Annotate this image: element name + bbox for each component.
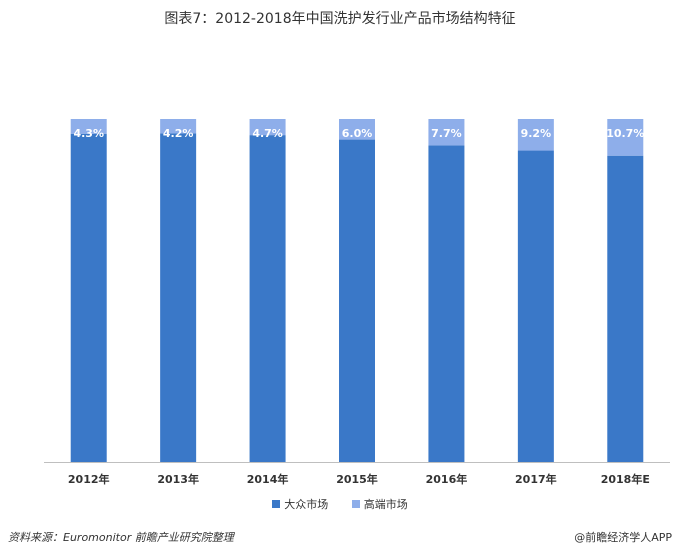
bar-premium-3 xyxy=(339,119,375,140)
legend-label-mass: 大众市场 xyxy=(284,498,329,511)
bar-premium-5 xyxy=(517,119,554,151)
data-label-premium-5: 9.2% xyxy=(521,127,552,140)
bar-mass-2 xyxy=(249,135,286,462)
bar-premium-4 xyxy=(428,119,465,146)
legend: 大众市场 高端市场 xyxy=(0,496,680,512)
x-tick-label-1: 2013年 xyxy=(157,472,199,486)
legend-item-premium: 高端市场 xyxy=(351,496,408,512)
chart-title: 图表7：2012-2018年中国洗护发行业产品市场结构特征 xyxy=(164,11,516,27)
x-tick-label-0: 2012年 xyxy=(68,472,110,486)
data-label-premium-1: 4.2% xyxy=(163,127,194,140)
data-label-premium-3: 6.0% xyxy=(342,127,373,140)
x-tick-label-5: 2017年 xyxy=(515,472,557,486)
legend-item-mass: 大众市场 xyxy=(272,496,328,512)
data-label-premium-2: 4.7% xyxy=(252,127,283,140)
data-label-premium-6: 10.7% xyxy=(606,127,644,140)
x-tick-label-6: 2018年E xyxy=(601,472,650,486)
bar-premium-1 xyxy=(160,119,197,134)
x-tick-label-3: 2015年 xyxy=(336,472,378,486)
x-tick-label-4: 2016年 xyxy=(426,472,468,486)
bar-mass-5 xyxy=(517,150,554,462)
bar-mass-4 xyxy=(428,145,465,462)
bar-mass-0 xyxy=(70,133,107,462)
legend-swatch-premium xyxy=(351,500,360,508)
bar-mass-6 xyxy=(607,155,644,463)
legend-swatch-mass xyxy=(272,500,281,508)
brand-credit: @前瞻经济学人APP xyxy=(574,531,672,544)
bar-premium-6 xyxy=(607,119,644,156)
bar-premium-0 xyxy=(70,119,107,134)
data-label-premium-0: 4.3% xyxy=(73,127,104,140)
data-label-premium-4: 7.7% xyxy=(431,127,462,140)
source-note: 资料来源：Euromonitor 前瞻产业研究院整理 xyxy=(8,531,234,544)
x-tick-label-2: 2014年 xyxy=(247,472,289,486)
bar-mass-1 xyxy=(160,133,197,462)
bar-mass-3 xyxy=(339,139,375,462)
legend-label-premium: 高端市场 xyxy=(363,498,408,511)
bar-premium-2 xyxy=(249,119,286,136)
